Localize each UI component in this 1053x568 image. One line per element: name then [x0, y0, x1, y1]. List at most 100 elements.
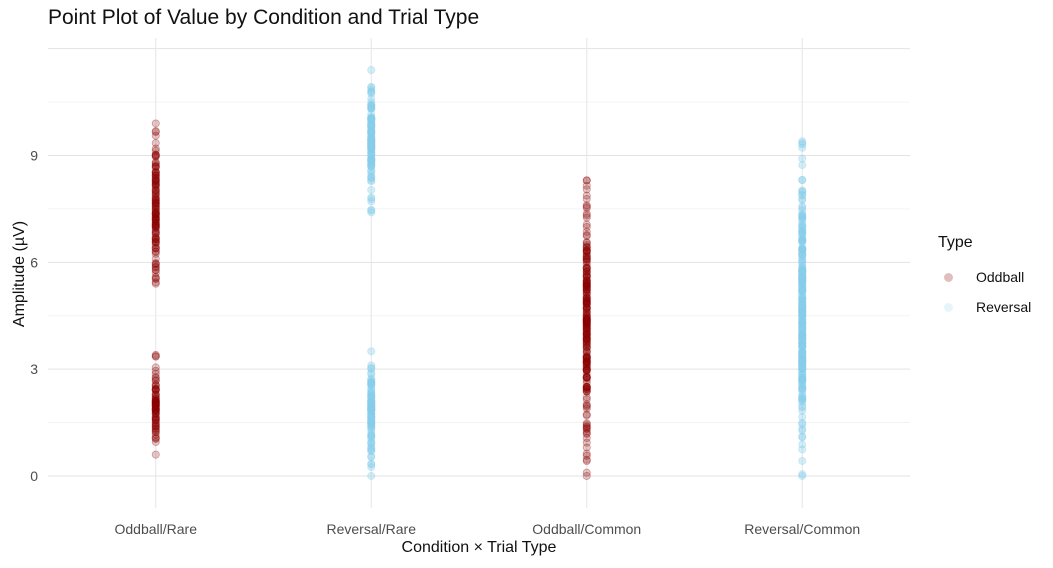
point-oddball: [582, 314, 591, 323]
point-reversal: [367, 88, 376, 97]
point-reversal: [367, 399, 376, 408]
point-reversal: [367, 134, 376, 143]
point-reversal: [798, 357, 807, 366]
point-oddball: [151, 209, 160, 218]
point-reversal: [798, 330, 807, 339]
point-oddball: [582, 256, 591, 265]
point-reversal: [798, 309, 807, 318]
point-oddball: [582, 344, 591, 353]
point-oddball: [151, 427, 160, 436]
point-oddball: [582, 285, 591, 294]
point-reversal: [367, 139, 376, 148]
point-reversal: [798, 233, 807, 242]
point-reversal: [367, 392, 376, 401]
point-reversal: [798, 385, 807, 394]
point-reversal: [798, 297, 807, 306]
point-reversal: [367, 419, 376, 428]
point-oddball: [151, 263, 160, 272]
point-reversal: [367, 144, 376, 153]
point-oddball: [151, 401, 160, 410]
point-oddball: [582, 272, 591, 281]
point-reversal: [798, 251, 807, 260]
point-reversal: [367, 396, 376, 405]
point-reversal: [367, 403, 376, 412]
point-oddball: [582, 255, 591, 264]
point-oddball: [582, 357, 591, 366]
point-oddball: [582, 311, 591, 320]
point-reversal: [798, 390, 807, 399]
point-reversal: [367, 412, 376, 421]
point-reversal: [798, 347, 807, 356]
point-oddball: [151, 247, 160, 256]
point-reversal: [798, 456, 807, 465]
point-oddball: [582, 313, 591, 322]
point-oddball: [151, 425, 160, 434]
point-reversal: [367, 143, 376, 152]
point-reversal: [798, 360, 807, 369]
point-oddball: [582, 319, 591, 328]
point-reversal: [367, 151, 376, 160]
point-oddball: [582, 293, 591, 302]
point-oddball: [582, 383, 591, 392]
point-oddball: [582, 342, 591, 351]
point-reversal: [798, 287, 807, 296]
point-reversal: [367, 444, 376, 453]
point-oddball: [151, 207, 160, 216]
point-oddball: [151, 181, 160, 190]
point-oddball: [151, 420, 160, 429]
point-reversal: [367, 115, 376, 124]
point-reversal: [367, 368, 376, 377]
point-oddball: [151, 373, 160, 382]
point-reversal: [798, 267, 807, 276]
point-oddball: [582, 362, 591, 371]
point-oddball: [582, 281, 591, 290]
point-reversal: [798, 307, 807, 316]
point-oddball: [582, 438, 591, 447]
point-reversal: [798, 290, 807, 299]
point-reversal: [798, 202, 807, 211]
point-reversal: [798, 264, 807, 273]
point-reversal: [798, 324, 807, 333]
point-reversal: [798, 349, 807, 358]
point-oddball: [151, 401, 160, 410]
point-reversal: [367, 393, 376, 402]
point-oddball: [151, 274, 160, 283]
point-reversal: [367, 135, 376, 144]
point-reversal: [367, 460, 376, 469]
point-oddball: [582, 468, 591, 477]
point-reversal: [798, 364, 807, 373]
point-oddball: [582, 311, 591, 320]
point-reversal: [367, 128, 376, 137]
point-reversal: [798, 357, 807, 366]
point-oddball: [151, 380, 160, 389]
point-reversal: [798, 272, 807, 281]
point-oddball: [582, 283, 591, 292]
point-oddball: [582, 279, 591, 288]
point-reversal: [367, 101, 376, 110]
point-reversal: [798, 375, 807, 384]
point-reversal: [367, 380, 376, 389]
point-oddball: [151, 433, 160, 442]
point-reversal: [798, 384, 807, 393]
point-reversal: [798, 309, 807, 318]
point-reversal: [798, 361, 807, 370]
point-oddball: [151, 427, 160, 436]
point-oddball: [582, 315, 591, 324]
point-oddball: [582, 339, 591, 348]
point-reversal: [367, 407, 376, 416]
point-oddball: [582, 283, 591, 292]
point-oddball: [151, 409, 160, 418]
point-reversal: [367, 405, 376, 414]
point-oddball: [151, 171, 160, 180]
point-reversal: [367, 87, 376, 96]
point-reversal: [367, 82, 376, 91]
point-reversal: [798, 246, 807, 255]
point-reversal: [367, 413, 376, 422]
point-oddball: [151, 162, 160, 171]
point-reversal: [798, 269, 807, 278]
point-oddball: [582, 385, 591, 394]
point-reversal: [798, 226, 807, 235]
point-reversal: [367, 442, 376, 451]
point-oddball: [582, 366, 591, 375]
point-oddball: [582, 265, 591, 274]
